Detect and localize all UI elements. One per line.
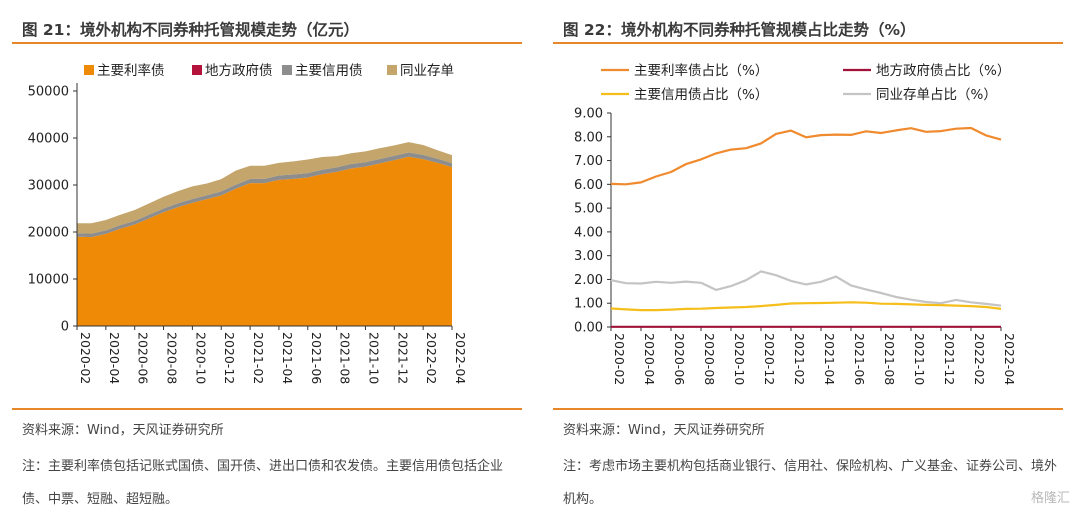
figure-21-note: 注：主要利率债包括记账式国债、国开债、进出口债和农发债。主要信用债包括企业债、中… xyxy=(22,459,504,507)
figure-21-chart: 0 10000 20000 30000 40000 50000 2020-02 2020-04… xyxy=(28,62,468,384)
left-x-tick-label: 2020-04 xyxy=(107,332,122,384)
right-y-tick-label: 8.00 xyxy=(574,130,603,145)
right-x-tick-label: 2022-04 xyxy=(1002,333,1017,385)
area-series-4 xyxy=(77,142,452,234)
left-x-tick-label: 2020-12 xyxy=(222,332,237,384)
left-y-tick-label: 30000 xyxy=(28,179,69,194)
figure-21-bottom-rule xyxy=(12,408,522,410)
area-series-3 xyxy=(77,152,452,238)
left-y-tick-label: 20000 xyxy=(28,226,69,241)
right-x-tick-label: 2022-02 xyxy=(972,333,987,385)
right-x-tick-label: 2020-08 xyxy=(702,333,717,385)
figure-22-source: 资料来源：Wind，天风证券研究所 xyxy=(563,423,765,438)
right-x-tick-label: 2021-04 xyxy=(822,333,837,385)
left-x-tick-label: 2020-08 xyxy=(165,332,180,384)
right-y-tick-label: 4.00 xyxy=(574,225,603,240)
right-y-tick-label: 1.00 xyxy=(574,297,603,312)
legend-label: 主要信用债占比（%） xyxy=(634,87,768,103)
watermark-logo: 格隆汇 xyxy=(1030,491,1070,506)
left-x-tick-label: 2022-04 xyxy=(453,332,468,384)
right-y-tick-label: 3.00 xyxy=(574,249,603,264)
line-series-4 xyxy=(610,270,1002,307)
figure-22-note: 注：考虑市场主要机构包括商业银行、信用社、保险机构、广义基金、证券公司、境外机构… xyxy=(563,459,1058,507)
legend-swatch xyxy=(282,65,292,75)
legend-label: 主要利率债 xyxy=(97,62,165,79)
right-x-tick-label: 2021-02 xyxy=(792,333,807,385)
line-series-1 xyxy=(610,126,1002,186)
left-y-tick-label: 10000 xyxy=(28,273,69,288)
legend-label: 同业存单 xyxy=(400,63,454,79)
right-x-tick-label: 2021-06 xyxy=(852,333,867,385)
figure-22-bottom-rule xyxy=(553,408,1063,410)
left-x-tick-label: 2021-10 xyxy=(366,332,381,384)
right-x-tick-label: 2021-10 xyxy=(912,333,927,385)
legend-label: 主要信用债 xyxy=(295,63,363,79)
right-x-tick-label: 2020-12 xyxy=(762,333,777,385)
figure-21-panel: 图 21：境外机构不同券种托管规模走势（亿元） 0 10000 20000 30000… xyxy=(12,0,522,512)
left-x-tick-label: 2021-12 xyxy=(395,332,410,384)
right-x-tick-label: 2021-08 xyxy=(882,333,897,385)
legend-swatch xyxy=(387,65,397,75)
legend-label: 主要利率债占比（%） xyxy=(634,62,768,79)
left-x-tick-label: 2021-04 xyxy=(280,332,295,384)
legend-label: 地方政府债占比（%） xyxy=(876,63,1010,79)
legend-swatch xyxy=(192,65,202,75)
left-y-tick-label: 50000 xyxy=(28,85,69,100)
line-series-3 xyxy=(610,301,1002,312)
figure-21-title: 图 21：境外机构不同券种托管规模走势（亿元） xyxy=(22,21,359,39)
left-x-tick-label: 2020-02 xyxy=(78,332,93,384)
right-x-tick-label: 2021-12 xyxy=(942,333,957,385)
left-x-tick-label: 2020-10 xyxy=(193,332,208,384)
right-x-tick-label: 2020-06 xyxy=(672,333,687,385)
right-y-tick-label: 6.00 xyxy=(574,178,603,193)
figure-22-top-rule xyxy=(553,42,1063,44)
left-y-tick-label: 40000 xyxy=(28,132,69,147)
right-x-tick-label: 2020-04 xyxy=(642,333,657,385)
area-series-1 xyxy=(77,156,452,326)
figure-22-title: 图 22：境外机构不同券种托管规模占比走势（%） xyxy=(563,21,916,39)
left-x-tick-label: 2021-02 xyxy=(251,332,266,384)
left-x-tick-label: 2020-06 xyxy=(136,332,151,384)
figure-21-top-rule xyxy=(12,42,522,44)
left-x-tick-label: 2021-06 xyxy=(309,332,324,384)
figure-22-panel: 图 22：境外机构不同券种托管规模占比走势（%） 0.00 1.00 2.00 3.0… xyxy=(553,0,1063,512)
right-y-tick-label: 2.00 xyxy=(574,273,603,288)
right-y-tick-label: 7.00 xyxy=(574,154,603,169)
left-y-tick-label: 0 xyxy=(61,320,69,335)
right-y-tick-label: 9.00 xyxy=(574,107,603,122)
figure-21-source: 资料来源：Wind，天风证券研究所 xyxy=(22,423,224,438)
left-x-tick-label: 2021-08 xyxy=(338,332,353,384)
right-x-tick-label: 2020-02 xyxy=(612,333,627,385)
legend-label: 同业存单占比（%） xyxy=(876,87,997,103)
right-x-tick-label: 2020-10 xyxy=(732,333,747,385)
figure-22-chart: 0.00 1.00 2.00 3.00 4.00 5.00 6.00 7.00 8.00 9.00… xyxy=(574,62,1017,385)
left-x-tick-label: 2022-02 xyxy=(424,332,439,384)
right-y-tick-label: 5.00 xyxy=(574,202,603,217)
legend-swatch xyxy=(84,65,94,75)
right-y-tick-label: 0.00 xyxy=(574,321,603,336)
legend-label: 地方政府债 xyxy=(205,63,273,79)
